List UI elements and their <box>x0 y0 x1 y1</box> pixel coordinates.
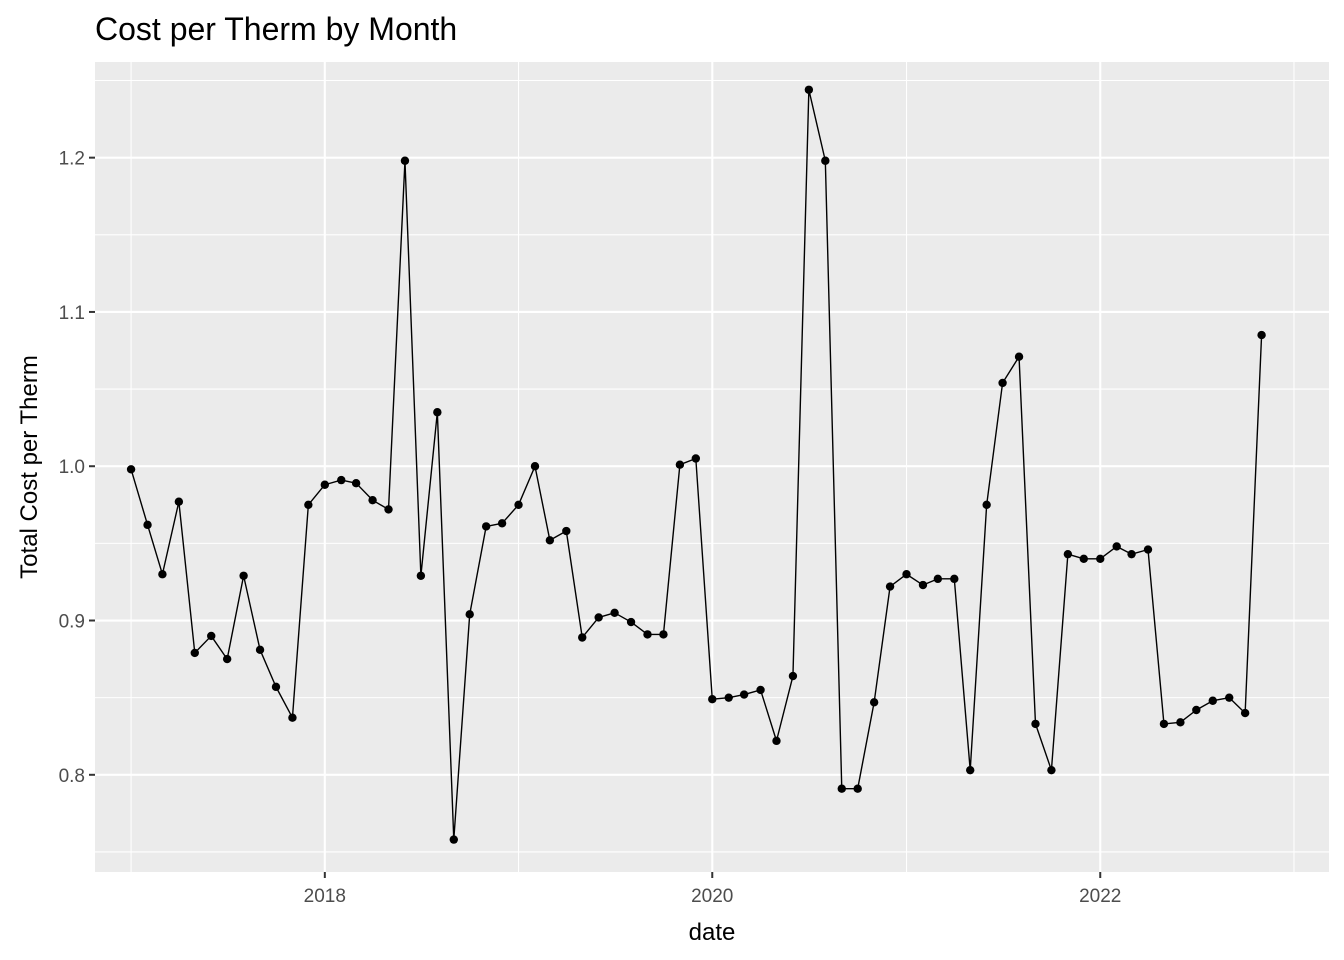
y-axis-title: Total Cost per Therm <box>16 355 43 579</box>
data-point <box>853 784 862 793</box>
y-tick-label: 1.0 <box>59 457 85 478</box>
data-point <box>562 526 571 536</box>
data-point <box>190 648 199 658</box>
data-point <box>1192 705 1201 715</box>
data-point <box>1176 718 1185 727</box>
x-tick-label: 2020 <box>691 886 733 907</box>
data-point <box>465 610 474 619</box>
data-point <box>1047 765 1056 775</box>
data-points <box>126 85 1266 844</box>
data-point <box>610 608 619 617</box>
data-point <box>594 613 603 622</box>
data-point <box>933 574 943 584</box>
data-point <box>804 85 814 94</box>
data-point <box>1096 554 1105 563</box>
data-point <box>918 580 928 590</box>
data-point <box>222 654 232 664</box>
data-point <box>1112 542 1121 551</box>
data-point <box>966 765 975 775</box>
data-point <box>481 522 491 531</box>
x-tick-label: 2022 <box>1079 886 1121 907</box>
data-point <box>416 571 426 580</box>
data-point <box>1257 330 1266 340</box>
data-point <box>1079 554 1088 563</box>
data-point <box>433 408 442 417</box>
data-point <box>756 685 765 695</box>
data-point <box>788 671 798 681</box>
data-point <box>675 460 685 469</box>
data-point <box>158 570 167 579</box>
data-point <box>514 500 523 509</box>
data-point <box>902 570 911 579</box>
major-gridlines <box>95 62 1329 872</box>
data-point <box>1063 549 1073 559</box>
data-point <box>578 633 587 642</box>
data-point <box>821 156 830 165</box>
y-axis: 0.8 0.9 1.0 1.1 1.2 <box>59 149 95 787</box>
data-point <box>530 462 540 471</box>
data-point <box>320 480 330 489</box>
data-point <box>869 698 879 707</box>
data-point <box>659 630 668 639</box>
data-point <box>1127 549 1136 559</box>
data-point <box>497 519 507 528</box>
data-point <box>239 571 248 580</box>
data-point <box>400 156 410 165</box>
y-tick-label: 0.8 <box>59 766 85 787</box>
data-point <box>304 500 313 509</box>
x-axis: 2018 2020 2022 <box>304 872 1121 907</box>
y-tick-label: 1.1 <box>59 303 85 324</box>
chart-title: Cost per Therm by Month <box>95 11 457 47</box>
data-point <box>724 693 733 702</box>
data-point <box>368 495 377 505</box>
data-point <box>708 695 717 704</box>
data-point <box>1014 352 1024 361</box>
data-point <box>1031 719 1040 729</box>
data-point <box>207 631 216 641</box>
x-axis-title: date <box>689 919 736 946</box>
data-point <box>691 454 701 463</box>
data-point <box>643 630 652 639</box>
data-point <box>982 500 991 509</box>
data-point <box>288 713 297 722</box>
data-point <box>174 497 184 506</box>
data-point <box>126 465 136 474</box>
data-point <box>1143 545 1153 554</box>
data-point <box>837 784 846 793</box>
data-point <box>950 574 959 584</box>
data-point <box>351 479 361 488</box>
data-point <box>772 736 781 746</box>
data-point <box>384 505 393 514</box>
data-point <box>885 582 895 591</box>
data-point <box>998 378 1007 388</box>
data-point <box>1159 719 1169 729</box>
data-point <box>143 520 152 530</box>
data-point <box>626 617 636 627</box>
y-tick-label: 0.9 <box>59 612 85 633</box>
data-point <box>271 682 281 692</box>
data-point <box>255 645 265 655</box>
data-point <box>1240 708 1250 718</box>
data-point <box>739 690 749 699</box>
x-tick-label: 2018 <box>304 886 346 907</box>
data-point <box>337 475 346 485</box>
data-point <box>1208 696 1217 705</box>
data-point <box>545 536 555 545</box>
data-point <box>1225 693 1234 702</box>
y-tick-label: 1.2 <box>59 149 85 170</box>
data-point <box>449 835 458 844</box>
